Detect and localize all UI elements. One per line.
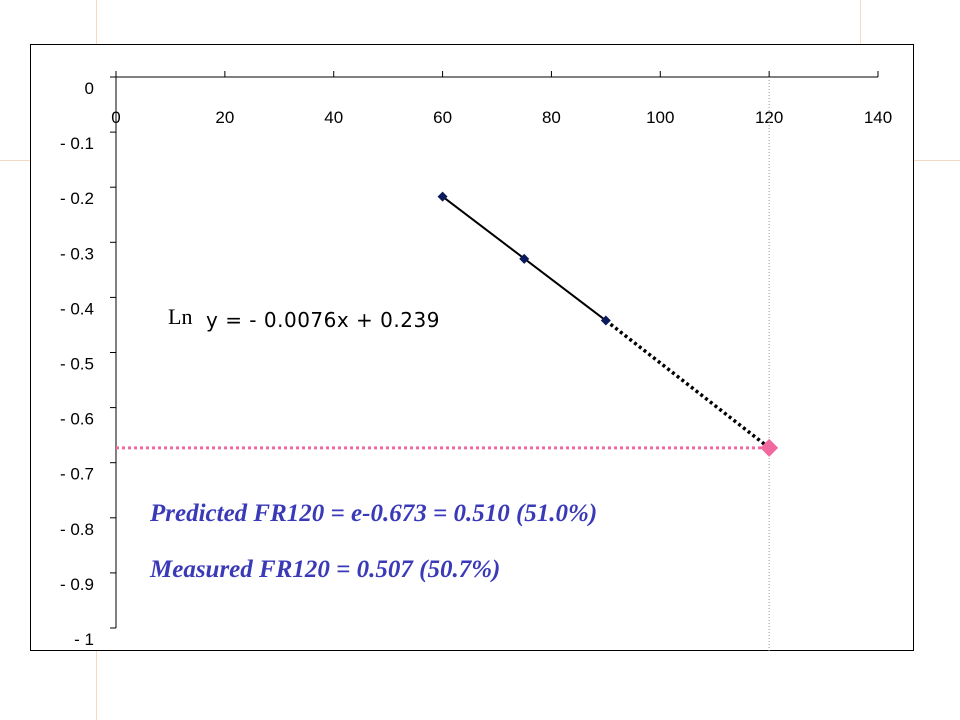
predicted-annotation: Predicted FR120 = e-0.673 = 0.510 (51.0%… [150,500,598,527]
extrapolation-line [604,319,771,450]
x-tick-label: 80 [542,108,561,127]
data-points [437,191,779,457]
measured-annotation: Measured FR120 = 0.507 (50.7%) [150,556,501,583]
guide-lines [116,77,770,651]
y-tick-label: - 0.5 [60,355,94,374]
y-tick-label: - 0.2 [60,189,94,208]
y-tick-label: - 1 [74,630,94,649]
y-tick-label: - 0.8 [60,520,94,539]
plot-area [30,44,914,651]
x-tick-label: 40 [324,108,343,127]
x-tick-label: 120 [755,108,783,127]
y-tick-label: - 0.3 [60,244,94,263]
y-tick-label: - 0.6 [60,410,94,429]
x-tick-label: 20 [215,108,234,127]
slide-guide-right [860,0,861,44]
y-tick-label: - 0.4 [60,299,94,318]
y-tick-label: - 0.1 [60,134,94,153]
data-point [600,315,611,326]
x-tick-label: 100 [646,108,674,127]
x-tick-label: 140 [864,108,892,127]
x-tick-label: 60 [433,108,452,127]
equation-prefix: Ln [168,304,193,329]
predicted-point [760,438,779,457]
x-tick-label: 0 [111,108,120,127]
equation-text: y = - 0.0076x + 0.239 [206,308,440,332]
data-point [437,191,448,202]
y-tick-label: 0 [85,79,94,98]
data-point [519,253,530,264]
y-tick-label: - 0.7 [60,465,94,484]
y-tick-label: - 0.9 [60,575,94,594]
axes: 0 20 40 60 80 100 120 140 0 - 0.1 - 0.2 - 0.3 - 0.4 -… [60,71,892,649]
